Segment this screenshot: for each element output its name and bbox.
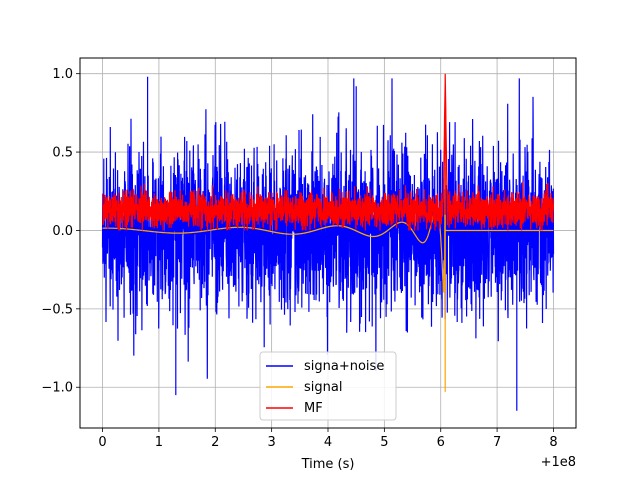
x-offset-label: +1e8 [541,455,576,470]
axis-ticks: 0 1 2 3 4 5 6 7 8 −1.0 −0.5 0.0 0.5 1.0 [41,67,557,450]
series-layer [101,73,555,411]
x-tick-label: 5 [380,435,388,450]
x-tick-label: 1 [155,435,163,450]
y-tick-label: −1.0 [41,381,73,396]
x-tick-label: 2 [211,435,219,450]
y-tick-label: 1.0 [52,67,73,82]
x-tick-label: 6 [437,435,445,450]
x-axis-label: Time (s) [301,457,355,472]
y-tick-label: 0.0 [52,224,73,239]
legend-label-signal-noise: signa+noise [304,359,384,374]
legend-label-signal: signal [304,380,342,395]
legend-label-mf: MF [304,401,323,416]
x-tick-label: 0 [98,435,106,450]
x-tick-label: 7 [493,435,501,450]
y-tick-label: 0.5 [52,146,73,161]
series-signal-line [102,167,554,392]
x-tick-label: 3 [267,435,275,450]
legend-box [259,351,397,421]
y-tick-label: −0.5 [41,302,73,317]
x-tick-label: 4 [324,435,332,450]
series-mf-line [101,73,555,231]
legend: signa+noise signal MF [259,351,397,421]
x-tick-label: 8 [549,435,557,450]
series-signal-noise-line [101,76,555,411]
